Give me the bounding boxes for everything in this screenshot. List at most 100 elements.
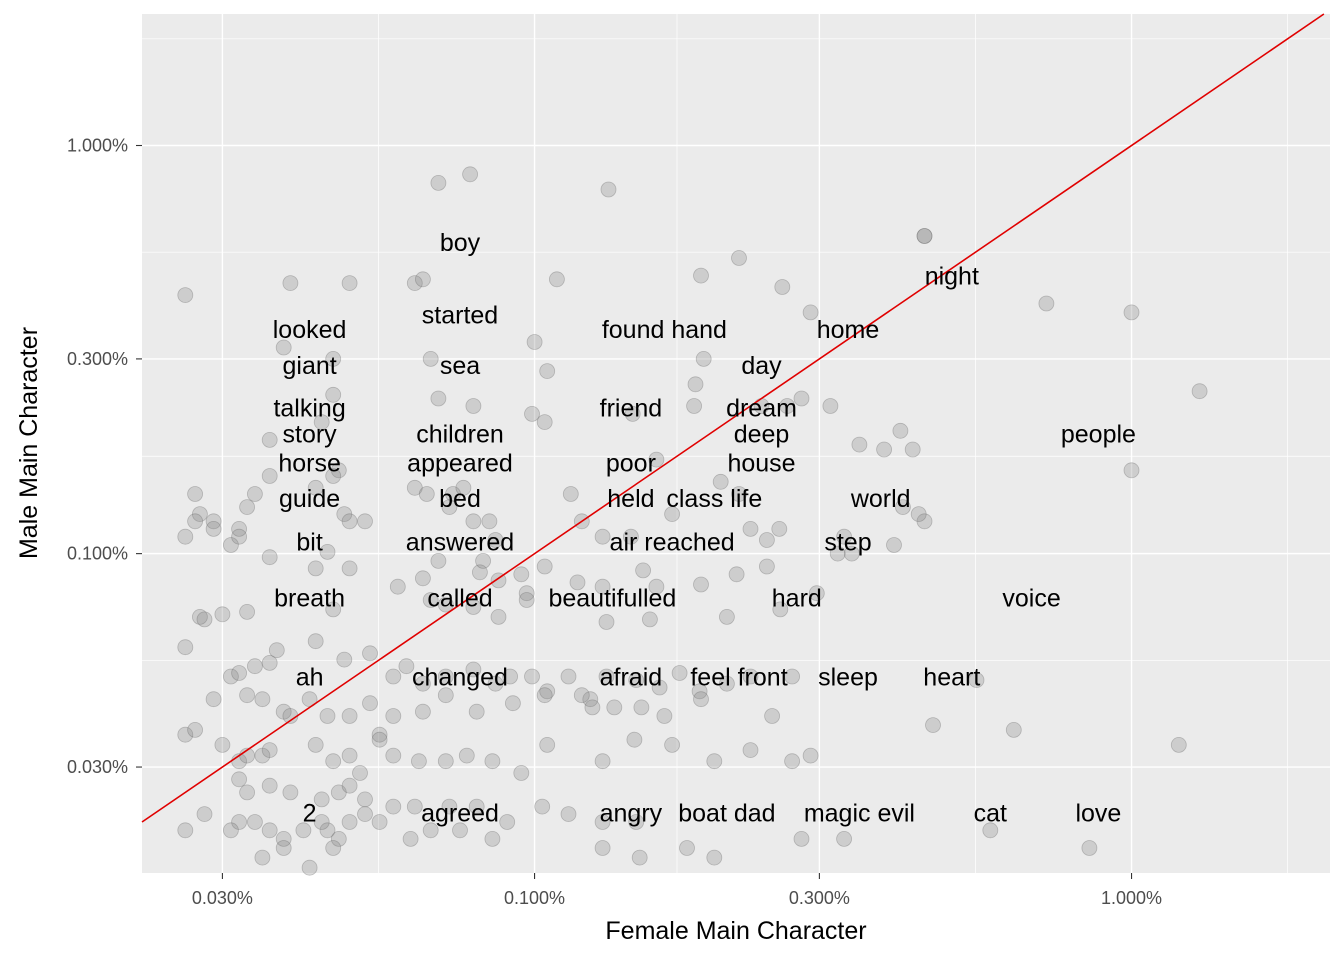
- data-point: [822, 398, 839, 414]
- data-point: [187, 486, 204, 502]
- word-label: afraid: [600, 664, 663, 692]
- data-point: [693, 691, 709, 708]
- data-point: [808, 585, 825, 602]
- data-point: [1005, 722, 1022, 738]
- word-label: children: [416, 421, 504, 449]
- x-tick-label: 0.030%: [192, 888, 253, 908]
- x-tick-label: 1.000%: [1101, 888, 1162, 908]
- word-label: world: [850, 485, 911, 513]
- data-point: [357, 806, 373, 822]
- data-point: [524, 405, 540, 422]
- data-point: [261, 742, 278, 758]
- word-label: boy: [440, 229, 481, 257]
- data-point: [628, 672, 645, 688]
- data-point: [468, 798, 485, 815]
- word-label: home: [817, 316, 880, 344]
- data-point: [177, 726, 194, 743]
- data-point: [534, 798, 551, 815]
- data-point: [759, 532, 775, 548]
- data-point: [307, 737, 324, 753]
- data-point: [728, 566, 745, 583]
- data-point: [502, 668, 519, 685]
- data-point: [330, 462, 347, 479]
- word-label: love: [1075, 800, 1121, 828]
- data-point: [518, 585, 535, 602]
- data-point: [295, 822, 312, 839]
- data-point: [481, 513, 498, 530]
- word-label: answered: [406, 529, 514, 557]
- data-point: [635, 562, 651, 579]
- data-point: [441, 798, 458, 815]
- data-point: [886, 537, 902, 553]
- data-point: [691, 683, 708, 700]
- data-point: [196, 611, 213, 628]
- data-point: [719, 675, 735, 692]
- data-point: [836, 528, 852, 545]
- word-label: house: [727, 450, 795, 478]
- word-label: found hand: [602, 316, 727, 344]
- data-point: [261, 549, 278, 566]
- data-point: [904, 441, 921, 458]
- data-point: [430, 553, 447, 569]
- data-point: [254, 849, 271, 866]
- data-point: [606, 699, 623, 716]
- data-points: [177, 166, 1208, 876]
- word-label: talking: [273, 395, 345, 423]
- word-label: beautifulled: [548, 585, 676, 613]
- data-point: [191, 506, 208, 522]
- data-point: [254, 747, 271, 764]
- data-point: [325, 350, 342, 367]
- data-point: [876, 441, 892, 458]
- data-point: [406, 275, 423, 292]
- data-point: [624, 405, 641, 422]
- data-point: [325, 840, 342, 856]
- data-point: [1170, 737, 1187, 753]
- data-point: [628, 814, 645, 830]
- word-label: held: [607, 485, 654, 513]
- word-label: looked: [273, 316, 347, 344]
- data-point: [784, 753, 800, 770]
- data-point: [261, 822, 278, 839]
- data-point: [402, 831, 419, 847]
- word-label: agreed: [421, 800, 499, 828]
- data-point: [916, 513, 933, 530]
- word-label: changed: [412, 664, 508, 692]
- data-point: [341, 747, 358, 764]
- word-label: started: [422, 302, 498, 330]
- data-point: [307, 479, 324, 496]
- data-point: [487, 675, 504, 692]
- data-point: [706, 753, 723, 770]
- data-point: [422, 592, 439, 608]
- data-point: [275, 840, 292, 856]
- word-label: deep: [734, 421, 790, 449]
- data-point: [774, 279, 791, 295]
- word-label: bit: [296, 529, 322, 557]
- data-point: [505, 695, 521, 712]
- y-tick-label: 0.100%: [67, 544, 128, 564]
- data-point: [341, 814, 358, 830]
- data-point: [222, 537, 239, 553]
- data-point: [793, 390, 810, 407]
- data-point: [759, 558, 775, 575]
- x-tick-label: 0.100%: [504, 888, 565, 908]
- data-point: [437, 596, 454, 613]
- data-point: [706, 849, 723, 866]
- data-point: [187, 513, 204, 530]
- data-point: [784, 668, 800, 685]
- word-label: appeared: [407, 450, 513, 478]
- data-point: [414, 703, 431, 720]
- data-point: [307, 633, 324, 650]
- data-point: [771, 521, 788, 537]
- data-point: [475, 553, 492, 569]
- data-point: [385, 747, 402, 764]
- data-point: [261, 468, 278, 484]
- data-point: [490, 609, 507, 625]
- word-label: hard: [772, 585, 822, 613]
- data-point: [1081, 840, 1098, 856]
- word-label: sea: [440, 352, 480, 380]
- data-point: [246, 658, 263, 675]
- word-label: people: [1061, 421, 1136, 449]
- data-point: [693, 267, 709, 284]
- data-point: [536, 558, 553, 575]
